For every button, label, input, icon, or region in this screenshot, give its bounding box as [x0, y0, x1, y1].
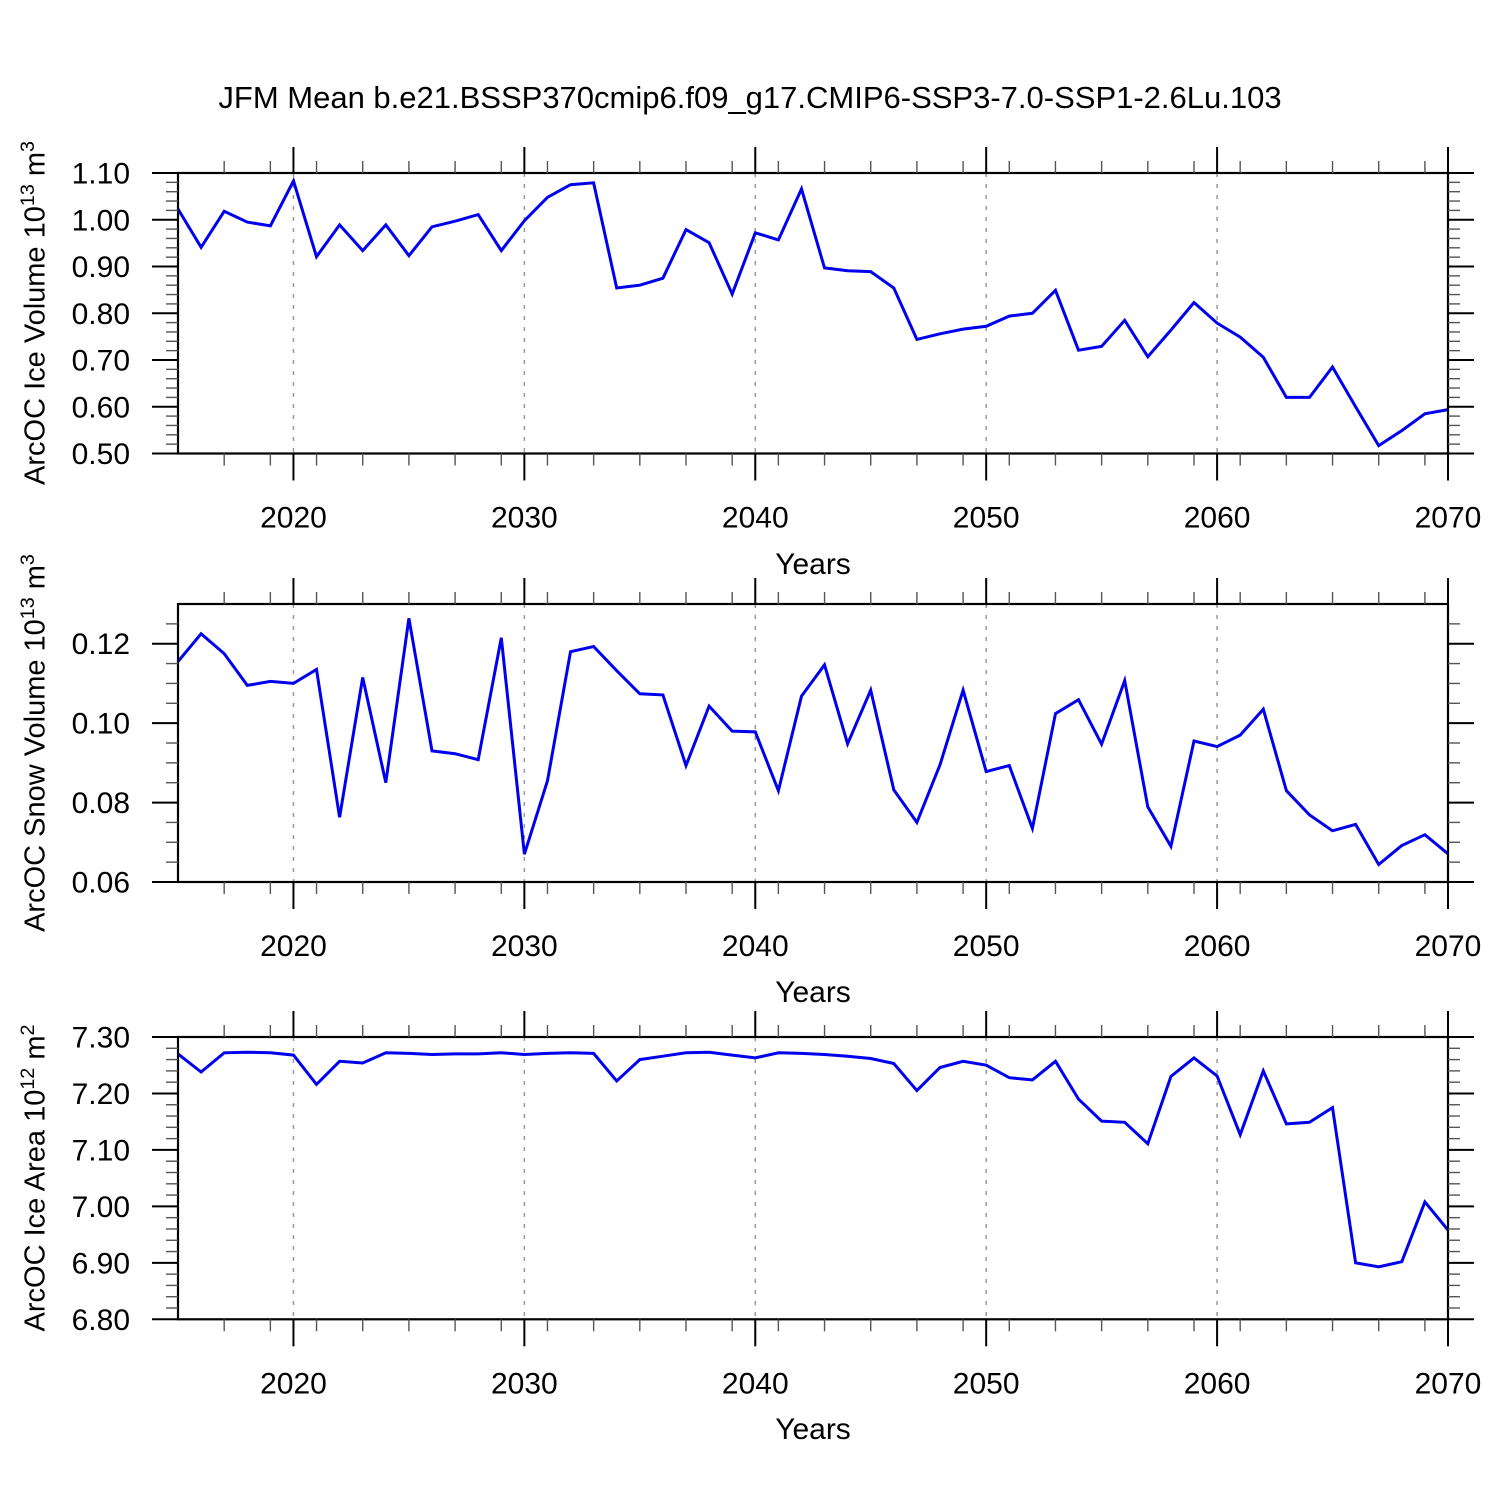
y-tick-label: 0.10 — [72, 708, 130, 741]
chart-title: JFM Mean b.e21.BSSP370cmip6.f09_g17.CMIP… — [218, 80, 1282, 115]
y-axis-title-snow-volume: ArcOC Snow Volume 1013 m3 — [16, 554, 52, 932]
x-tick-label: 2050 — [953, 1367, 1020, 1400]
x-tick-label: 2030 — [491, 1367, 558, 1400]
axis-ticks — [152, 578, 1474, 909]
x-tick-label: 2040 — [722, 930, 789, 963]
y-tick-label: 0.06 — [72, 867, 130, 900]
y-tick-label: 7.20 — [72, 1078, 130, 1111]
axis-ticks — [152, 1011, 1474, 1347]
x-tick-label: 2070 — [1415, 502, 1482, 535]
axis-tick-labels: 7.30 7.20 7.10 7.00 6.90 6.80 2020 2030 2040 2050… — [72, 1022, 1482, 1401]
x-tick-label: 2060 — [1184, 930, 1251, 963]
x-tick-label: 2050 — [953, 930, 1020, 963]
y-tick-label: 7.10 — [72, 1134, 130, 1167]
panel-ice-volume: 1.10 1.00 0.90 0.80 0.70 0.60 0.50 2020 2030 2040… — [72, 147, 1482, 535]
x-tick-label: 2060 — [1184, 1367, 1251, 1400]
y-tick-label: 0.80 — [72, 298, 130, 331]
y-tick-label: 1.00 — [72, 204, 130, 237]
plot-frame — [176, 602, 1450, 884]
x-tick-label: 2070 — [1415, 1367, 1482, 1400]
x-tick-label: 2020 — [260, 502, 327, 535]
y-tick-label: 1.10 — [72, 158, 130, 191]
panel-ice-area: 7.30 7.20 7.10 7.00 6.90 6.80 2020 2030 2040 2050… — [72, 1011, 1482, 1401]
ice-volume-line — [176, 176, 1449, 448]
x-tick-label: 2070 — [1415, 930, 1482, 963]
y-tick-label: 0.50 — [72, 438, 130, 471]
x-tick-label: 2020 — [260, 930, 327, 963]
axis-tick-labels: 0.12 0.10 0.08 0.06 2020 2030 2040 2050 2060 2070 — [72, 628, 1482, 963]
y-tick-label: 6.80 — [72, 1304, 130, 1337]
y-tick-label: 7.30 — [72, 1022, 130, 1055]
y-tick-label: 0.90 — [72, 251, 130, 284]
axis-ticks — [152, 147, 1474, 481]
x-tick-label: 2040 — [722, 502, 789, 535]
snow-volume-line — [176, 618, 1449, 867]
x-tick-label: 2060 — [1184, 502, 1251, 535]
x-tick-label: 2030 — [491, 502, 558, 535]
x-tick-label: 2050 — [953, 502, 1020, 535]
y-tick-label: 0.08 — [72, 787, 130, 820]
x-axis-label-panel-2: Years — [775, 976, 851, 1009]
y-tick-label: 0.60 — [72, 391, 130, 424]
y-axis-title-ice-area: ArcOC Ice Area 1012 m2 — [16, 1024, 52, 1332]
y-tick-label: 7.00 — [72, 1191, 130, 1224]
panel-snow-volume: 0.12 0.10 0.08 0.06 2020 2030 2040 2050 2060 2070 — [72, 578, 1482, 963]
plot-frame — [176, 171, 1450, 455]
x-axis-label-panel-3: Years — [775, 1413, 851, 1447]
plot-frame — [176, 1035, 1450, 1321]
x-tick-label: 2020 — [260, 1367, 327, 1400]
y-tick-label: 6.90 — [72, 1247, 130, 1280]
x-tick-label: 2040 — [722, 1367, 789, 1400]
y-tick-label: 0.70 — [72, 345, 130, 378]
ice-area-line — [177, 1050, 1450, 1269]
x-axis-label-panel-1: Years — [775, 547, 851, 581]
x-tick-label: 2030 — [491, 930, 558, 963]
y-tick-label: 0.12 — [72, 628, 130, 661]
y-axis-title-ice-volume: ArcOC Ice Volume 1013 m3 — [16, 141, 52, 486]
axis-tick-labels: 1.10 1.00 0.90 0.80 0.70 0.60 0.50 2020 2030 2040… — [72, 158, 1482, 535]
